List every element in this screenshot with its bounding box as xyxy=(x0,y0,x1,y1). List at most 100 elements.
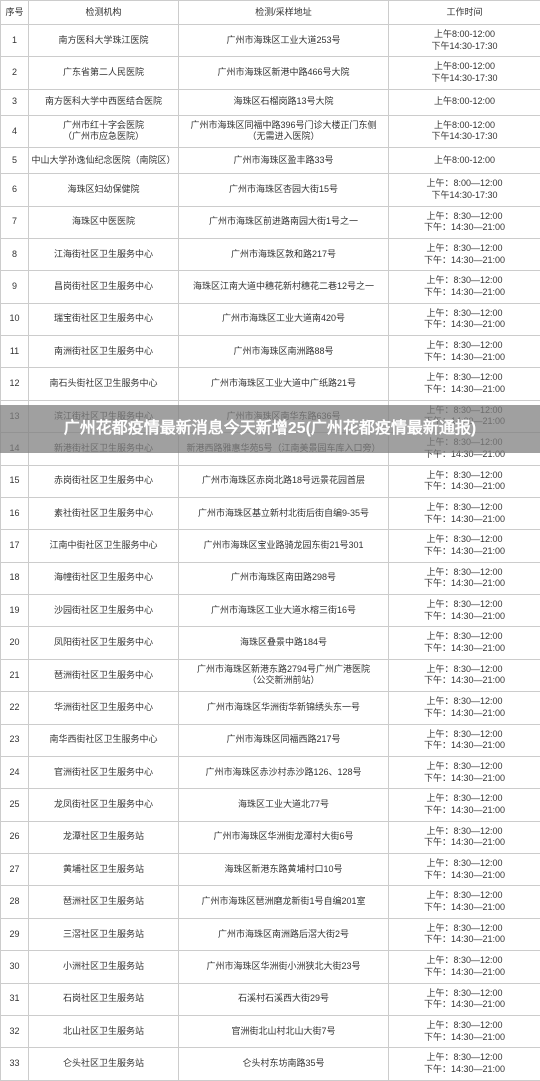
cell-time: 上午：8:30—12:00下午：14:30—21:00 xyxy=(389,497,540,529)
cell-time: 上午8:00-12:00下午14:30-17:30 xyxy=(389,25,540,57)
header-time: 工作时间 xyxy=(389,1,540,25)
cell-seq: 18 xyxy=(1,562,29,594)
cell-org: 南华西街社区卫生服务中心 xyxy=(29,724,179,756)
cell-time: 上午：8:30—12:00下午：14:30—21:00 xyxy=(389,1048,540,1080)
cell-org: 赤岗街社区卫生服务中心 xyxy=(29,465,179,497)
table-body: 1南方医科大学珠江医院广州市海珠区工业大道253号上午8:00-12:00下午1… xyxy=(1,25,540,1081)
cell-addr: 广州市海珠区盈丰路33号 xyxy=(179,148,389,174)
cell-time: 上午：8:30—12:00下午：14:30—21:00 xyxy=(389,336,540,368)
cell-time: 上午8:00-12:00 xyxy=(389,89,540,115)
cell-org: 南方医科大学中西医结合医院 xyxy=(29,89,179,115)
testing-sites-table: 序号 检测机构 检测/采样地址 工作时间 1南方医科大学珠江医院广州市海珠区工业… xyxy=(0,0,540,1081)
cell-seq: 25 xyxy=(1,789,29,821)
cell-org: 南洲街社区卫生服务中心 xyxy=(29,336,179,368)
cell-time: 上午：8:30—12:00下午：14:30—21:00 xyxy=(389,821,540,853)
cell-time: 上午：8:30—12:00下午：14:30—21:00 xyxy=(389,238,540,270)
table-row: 23南华西街社区卫生服务中心广州市海珠区同福西路217号上午：8:30—12:0… xyxy=(1,724,540,756)
cell-time: 上午：8:30—12:00下午：14:30—21:00 xyxy=(389,530,540,562)
cell-org: 中山大学孙逸仙纪念医院（南院区） xyxy=(29,148,179,174)
cell-org: 三滘社区卫生服务站 xyxy=(29,918,179,950)
cell-seq: 20 xyxy=(1,627,29,659)
table-header: 序号 检测机构 检测/采样地址 工作时间 xyxy=(1,1,540,25)
cell-org: 官洲街社区卫生服务中心 xyxy=(29,756,179,788)
table-row: 1南方医科大学珠江医院广州市海珠区工业大道253号上午8:00-12:00下午1… xyxy=(1,25,540,57)
cell-org: 广东省第二人民医院 xyxy=(29,57,179,89)
cell-time: 上午：8:30—12:00下午：14:30—21:00 xyxy=(389,1015,540,1047)
table-row: 12南石头街社区卫生服务中心广州市海珠区工业大道中广纸路21号上午：8:30—1… xyxy=(1,368,540,400)
cell-addr: 广州市海珠区同福中路396号门诊大楼正门东侧（无需进入医院） xyxy=(179,115,389,147)
cell-time: 上午：8:30—12:00下午：14:30—21:00 xyxy=(389,595,540,627)
cell-addr: 官洲街北山村北山大街7号 xyxy=(179,1015,389,1047)
cell-time: 上午：8:30—12:00下午：14:30—21:00 xyxy=(389,789,540,821)
cell-seq: 32 xyxy=(1,1015,29,1047)
cell-org: 黄埔社区卫生服务站 xyxy=(29,854,179,886)
cell-time: 上午：8:30—12:00下午：14:30—21:00 xyxy=(389,886,540,918)
cell-seq: 10 xyxy=(1,303,29,335)
cell-seq: 28 xyxy=(1,886,29,918)
table-row: 18海幢街社区卫生服务中心广州市海珠区南田路298号上午：8:30—12:00下… xyxy=(1,562,540,594)
cell-time: 上午8:00-12:00下午14:30-17:30 xyxy=(389,115,540,147)
cell-addr: 广州市海珠区新港东路2794号广州广港医院（公交新洲前站） xyxy=(179,659,389,691)
cell-addr: 广州市海珠区工业大道水榕三街16号 xyxy=(179,595,389,627)
cell-seq: 22 xyxy=(1,692,29,724)
cell-org: 江南中街社区卫生服务中心 xyxy=(29,530,179,562)
table-row: 26龙潭社区卫生服务站广州市海珠区华洲街龙潭村大街6号上午：8:30—12:00… xyxy=(1,821,540,853)
cell-time: 上午：8:30—12:00下午：14:30—21:00 xyxy=(389,918,540,950)
cell-addr: 广州市海珠区南洲路后滘大街2号 xyxy=(179,918,389,950)
cell-org: 琶洲街社区卫生服务中心 xyxy=(29,659,179,691)
cell-time: 上午：8:30—12:00下午：14:30—21:00 xyxy=(389,756,540,788)
cell-org: 瑞宝街社区卫生服务中心 xyxy=(29,303,179,335)
header-seq: 序号 xyxy=(1,1,29,25)
cell-addr: 广州市海珠区宝业路骑龙园东街21号301 xyxy=(179,530,389,562)
cell-org: 南方医科大学珠江医院 xyxy=(29,25,179,57)
cell-seq: 8 xyxy=(1,238,29,270)
cell-org: 龙凤街社区卫生服务中心 xyxy=(29,789,179,821)
cell-org: 沙园街社区卫生服务中心 xyxy=(29,595,179,627)
cell-seq: 24 xyxy=(1,756,29,788)
cell-time: 上午：8:30—12:00下午：14:30—21:00 xyxy=(389,659,540,691)
cell-time: 上午8:00-12:00下午14:30-17:30 xyxy=(389,57,540,89)
cell-seq: 7 xyxy=(1,206,29,238)
cell-seq: 33 xyxy=(1,1048,29,1080)
cell-addr: 广州市海珠区琶洲磨龙新街1号自编201室 xyxy=(179,886,389,918)
cell-seq: 23 xyxy=(1,724,29,756)
cell-seq: 11 xyxy=(1,336,29,368)
table-row: 7海珠区中医医院广州市海珠区前进路南园大街1号之一上午：8:30—12:00下午… xyxy=(1,206,540,238)
cell-addr: 广州市海珠区敦和路217号 xyxy=(179,238,389,270)
cell-org: 南石头街社区卫生服务中心 xyxy=(29,368,179,400)
table-row: 10瑞宝街社区卫生服务中心广州市海珠区工业大道南420号上午：8:30—12:0… xyxy=(1,303,540,335)
cell-seq: 5 xyxy=(1,148,29,174)
table-row: 9昌岗街社区卫生服务中心海珠区江南大道中穗花新村穗花二巷12号之一上午：8:30… xyxy=(1,271,540,303)
cell-org: 海珠区中医医院 xyxy=(29,206,179,238)
cell-addr: 海珠区工业大道北77号 xyxy=(179,789,389,821)
cell-org: 琶洲社区卫生服务站 xyxy=(29,886,179,918)
table-row: 33仑头社区卫生服务站仑头村东坊南路35号上午：8:30—12:00下午：14:… xyxy=(1,1048,540,1080)
table-row: 6海珠区妇幼保健院广州市海珠区杏园大街15号上午：8:00—12:00下午14:… xyxy=(1,174,540,206)
headline-overlay-text: 广州花都疫情最新消息今天新增25(广州花都疫情最新通报) xyxy=(64,418,476,440)
cell-time: 上午：8:30—12:00下午：14:30—21:00 xyxy=(389,854,540,886)
table-row: 2广东省第二人民医院广州市海珠区新港中路466号大院上午8:00-12:00下午… xyxy=(1,57,540,89)
cell-addr: 广州市海珠区新港中路466号大院 xyxy=(179,57,389,89)
cell-seq: 17 xyxy=(1,530,29,562)
table-row: 16素社街社区卫生服务中心广州市海珠区基立新村北街后街自编9-35号上午：8:3… xyxy=(1,497,540,529)
cell-org: 素社街社区卫生服务中心 xyxy=(29,497,179,529)
cell-org: 广州市红十字会医院（广州市应急医院） xyxy=(29,115,179,147)
cell-addr: 石溪村石溪西大街29号 xyxy=(179,983,389,1015)
cell-addr: 广州市海珠区工业大道中广纸路21号 xyxy=(179,368,389,400)
cell-seq: 16 xyxy=(1,497,29,529)
cell-seq: 30 xyxy=(1,951,29,983)
cell-time: 上午：8:30—12:00下午：14:30—21:00 xyxy=(389,465,540,497)
table-row: 11南洲街社区卫生服务中心广州市海珠区南洲路88号上午：8:30—12:00下午… xyxy=(1,336,540,368)
table-row: 25龙凤街社区卫生服务中心海珠区工业大道北77号上午：8:30—12:00下午：… xyxy=(1,789,540,821)
cell-org: 海幢街社区卫生服务中心 xyxy=(29,562,179,594)
cell-time: 上午：8:30—12:00下午：14:30—21:00 xyxy=(389,368,540,400)
cell-seq: 9 xyxy=(1,271,29,303)
cell-seq: 19 xyxy=(1,595,29,627)
cell-org: 昌岗街社区卫生服务中心 xyxy=(29,271,179,303)
cell-seq: 3 xyxy=(1,89,29,115)
cell-addr: 广州市海珠区华洲街龙潭村大街6号 xyxy=(179,821,389,853)
cell-addr: 广州市海珠区赤岗北路18号远景花园首层 xyxy=(179,465,389,497)
cell-addr: 广州市海珠区前进路南园大街1号之一 xyxy=(179,206,389,238)
table-row: 31石岗社区卫生服务站石溪村石溪西大街29号上午：8:30—12:00下午：14… xyxy=(1,983,540,1015)
cell-org: 海珠区妇幼保健院 xyxy=(29,174,179,206)
